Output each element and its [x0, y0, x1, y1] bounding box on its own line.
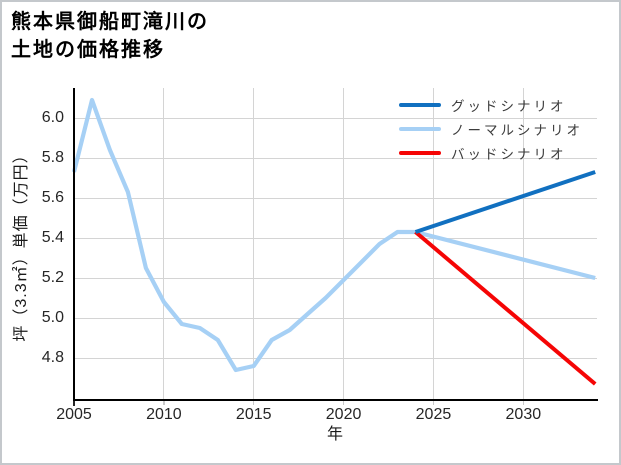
gridline-horizontal: [74, 157, 597, 159]
y-tick-label: 5.6: [41, 189, 64, 206]
x-tick-mark: [342, 401, 345, 405]
gridline-vertical: [343, 88, 345, 400]
series-line-0: [414, 170, 596, 234]
gridline-horizontal: [74, 277, 597, 279]
series-svg: [71, 97, 597, 386]
plot-area: [74, 88, 597, 400]
gridline-horizontal: [74, 197, 597, 199]
legend-item: バッドシナリオ: [399, 144, 583, 162]
legend-item: ノーマルシナリオ: [399, 120, 583, 138]
legend-label: グッドシナリオ: [451, 99, 567, 114]
legend-label: ノーマルシナリオ: [451, 123, 583, 138]
legend-line-swatch: [399, 127, 441, 131]
x-tick-label: 2005: [56, 406, 92, 423]
x-tick-mark: [73, 401, 76, 406]
gridline-horizontal: [74, 317, 597, 319]
x-tick-mark: [432, 401, 435, 405]
y-tick-label: 6.0: [41, 109, 64, 126]
x-axis-line: [72, 398, 598, 401]
x-tick-label: 2020: [325, 406, 362, 423]
x-tick-label: 2025: [415, 406, 452, 423]
gridline-horizontal: [74, 357, 597, 359]
y-tick-label: 4.8: [41, 349, 64, 366]
x-tick-label: 2030: [505, 406, 542, 423]
y-tick-label: 5.0: [41, 309, 64, 326]
gridline-vertical: [522, 88, 524, 400]
series-line-1: [71, 97, 596, 373]
gridline-horizontal: [74, 237, 597, 239]
y-axis-line: [72, 88, 75, 404]
gridline-vertical: [432, 88, 434, 400]
x-axis-label: 年: [326, 426, 344, 443]
x-tick-label: 2010: [146, 406, 182, 423]
gridline-vertical: [253, 88, 255, 400]
y-tick-label: 5.8: [41, 149, 64, 166]
legend-line-swatch: [399, 151, 441, 155]
gridline-vertical: [163, 88, 165, 400]
series-line-2: [414, 230, 597, 386]
legend-item: グッドシナリオ: [399, 96, 583, 114]
gridline-horizontal: [74, 117, 597, 119]
legend-label: バッドシナリオ: [451, 147, 567, 162]
x-tick-mark: [522, 401, 525, 405]
chart-title-line2: 土地の価格推移: [11, 39, 165, 61]
x-tick-mark: [163, 401, 165, 405]
chart-title: 熊本県御船町滝川の 土地の価格推移: [11, 8, 209, 64]
y-tick-label: 5.2: [41, 269, 64, 286]
x-tick-mark: [252, 401, 255, 405]
x-tick-label: 2015: [235, 406, 272, 423]
legend: グッドシナリオノーマルシナリオ バッドシナリオ: [399, 96, 583, 168]
y-tick-label: 5.4: [41, 229, 64, 246]
chart-title-line1: 熊本県御船町滝川の: [11, 11, 209, 33]
legend-line-swatch: [399, 103, 441, 107]
